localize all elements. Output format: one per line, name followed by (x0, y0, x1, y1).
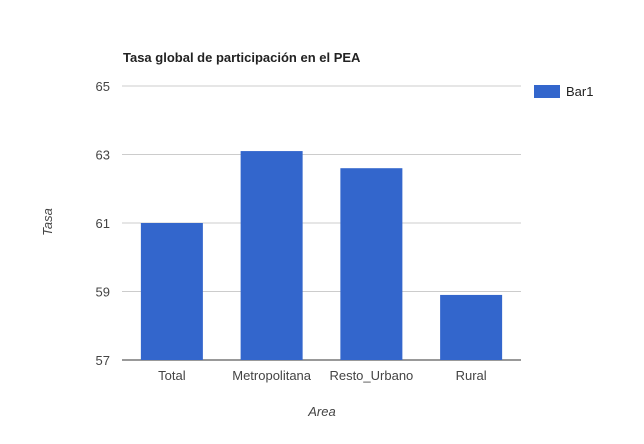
x-tick-label: Resto_Urbano (329, 368, 413, 383)
bar-resto-urbano[interactable] (340, 168, 403, 360)
x-tick-label: Total (158, 368, 186, 383)
bar-total[interactable] (140, 223, 203, 360)
y-tick-label: 63 (96, 148, 110, 163)
bar-metropolitana[interactable] (240, 151, 303, 360)
bars (140, 151, 503, 360)
y-tick-label: 61 (96, 216, 110, 231)
legend-label-bar1: Bar1 (566, 84, 593, 99)
legend-swatch-bar1 (534, 85, 560, 98)
x-tick-label: Metropolitana (232, 368, 312, 383)
y-tick-label: 65 (96, 79, 110, 94)
x-tick-label: Rural (456, 368, 487, 383)
y-axis-ticks: 57 59 61 63 65 (96, 79, 110, 368)
y-axis-title: Tasa (40, 208, 55, 236)
legend: Bar1 (534, 84, 593, 99)
y-tick-label: 57 (96, 353, 110, 368)
chart-title: Tasa global de participación en el PEA (123, 50, 361, 65)
bar-rural[interactable] (440, 294, 503, 360)
x-axis-title: Area (307, 404, 335, 419)
y-tick-label: 59 (96, 285, 110, 300)
x-axis-ticks: Total Metropolitana Resto_Urbano Rural (158, 368, 487, 383)
